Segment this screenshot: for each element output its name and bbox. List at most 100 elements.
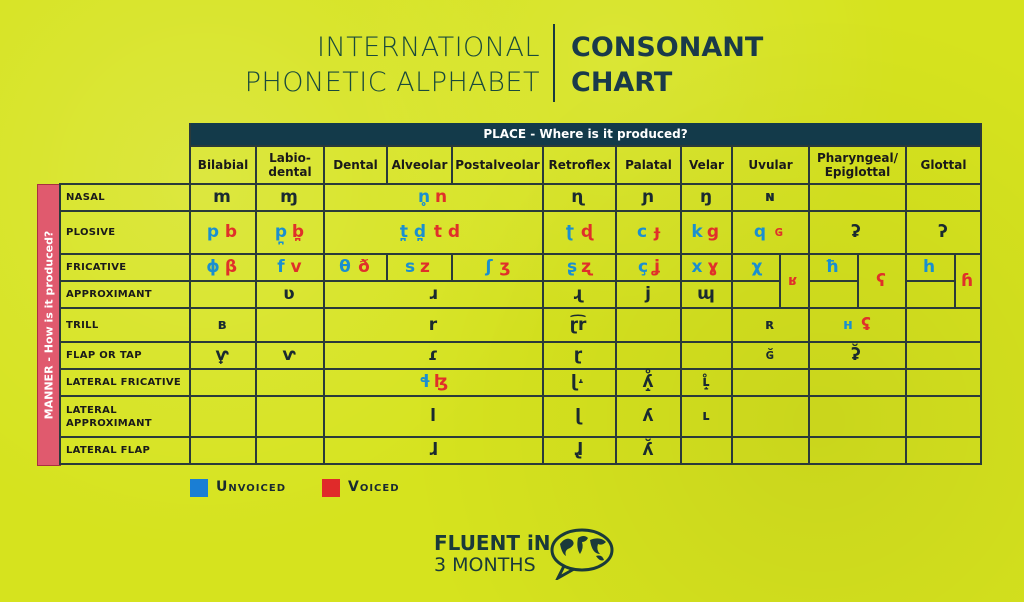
ipa-symbol: ʀ (765, 317, 775, 333)
ipa-symbol: z (420, 257, 430, 277)
ipa-symbol: ⱱ̟ (215, 345, 229, 365)
col-retroflex: Retroflex (548, 158, 611, 172)
ipa-symbol: ɾ (427, 345, 439, 365)
legend-voiced-label: Voiced (348, 479, 400, 495)
ipa-symbol: ʎ̝̊ (642, 372, 654, 392)
ipa-symbol: ɢ̆ (765, 347, 775, 363)
ipa-symbol: ɰ (697, 284, 715, 304)
legend-voiced-swatch (322, 479, 340, 497)
ipa-symbol: q (753, 222, 767, 242)
ipa-symbol: h (922, 257, 936, 277)
title-line-2: PHONETIC ALPHABET (244, 67, 540, 98)
ipa-symbol: ʜ (843, 317, 853, 333)
ipa-symbol: ʃ (485, 257, 493, 277)
title-right: CONSONANT CHART (571, 30, 763, 100)
col-labiodental: Labio- dental (268, 151, 312, 179)
place-header: PLACE - Where is it produced? (189, 123, 982, 145)
col-postalveolar: Postalveolar (455, 158, 540, 172)
globe-speech-icon (550, 528, 614, 580)
ipa-symbol: c (636, 222, 648, 242)
ipa-symbol: ɬ (419, 372, 431, 392)
ipa-symbol: ħ (825, 257, 839, 277)
ipa-symbol: f (277, 257, 285, 277)
title-divider (553, 24, 555, 102)
col-glottal: Glottal (920, 158, 967, 172)
row-plosive: PLOSIVE (66, 227, 116, 238)
col-pharyngeal: Pharyngeal/ Epiglottal (816, 151, 899, 179)
ipa-symbol: ɳ (571, 187, 585, 207)
legend-unvoiced-label: Unvoiced (216, 479, 286, 495)
ipa-symbol: ʋ (283, 284, 295, 304)
ipa-symbol: l (430, 406, 436, 426)
ipa-symbol: ɢ (774, 224, 784, 240)
ipa-symbol: n̥ (417, 187, 431, 207)
title-line-3: CONSONANT (571, 32, 764, 63)
ipa-symbol: ʢ (861, 315, 871, 335)
ipa-symbol: g (706, 222, 720, 242)
row-approximant: APPROXIMANT (66, 289, 152, 300)
row-flap: FLAP OR TAP (66, 350, 142, 361)
ipa-symbol: r (428, 315, 438, 335)
ipa-symbol: ɽ (573, 345, 583, 365)
ipa-symbol: b̪ (291, 222, 305, 242)
ipa-symbol: k (691, 222, 703, 242)
title-line-1: INTERNATIONAL (317, 32, 540, 63)
ipa-symbol: ŋ (699, 187, 713, 207)
ipa-symbol: n (434, 187, 448, 207)
row-trill: TRILL (66, 319, 99, 331)
ipa-symbol: ʒ (499, 257, 511, 277)
ipa-symbol: ð (358, 257, 370, 277)
ipa-symbol: ɽ͡r (569, 315, 587, 335)
ipa-symbol: ʟ (702, 408, 710, 424)
ipa-symbol: χ (751, 257, 763, 277)
logo-line-2: 3 MONTHS (434, 554, 536, 576)
ipa-symbol: x (691, 257, 703, 277)
logo-text: FLUENT iN 3 MONTHS (434, 532, 551, 576)
ipa-symbol: ɻ (572, 284, 584, 304)
ipa-symbol: s (404, 257, 416, 277)
col-velar: Velar (689, 158, 724, 172)
ipa-symbol: t d (433, 222, 461, 242)
ipa-symbol: v (290, 257, 302, 277)
ipa-symbol: ɮ (433, 372, 449, 392)
ipa-symbol: ʈ (565, 222, 575, 242)
col-bilabial: Bilabial (197, 158, 249, 172)
title-line-4: CHART (571, 67, 673, 98)
ipa-symbol: ʙ (217, 317, 227, 333)
logo-line-1: FLUENT iN (434, 531, 551, 555)
col-dental: Dental (333, 158, 378, 172)
ipa-symbol: ɺ̢ (573, 440, 583, 460)
ipa-symbol: p̪ (274, 222, 288, 242)
ipa-symbol: j (645, 284, 651, 304)
ipa-symbol: p (206, 222, 220, 242)
legend-unvoiced-swatch (190, 479, 208, 497)
manner-label: MANNER - How is it produced? (42, 230, 56, 420)
row-nasal: NASAL (66, 192, 105, 203)
ipa-symbol: ʝ (654, 257, 660, 277)
row-lateral-fricative: LATERAL FRICATIVE (66, 377, 182, 388)
ipa-symbol: ʎ̆ (642, 440, 654, 460)
ipa-symbol: ɲ (641, 187, 655, 207)
ipa-symbol: ɴ (765, 189, 775, 205)
ipa-symbol: ɦ (960, 271, 974, 291)
ipa-symbol: ʟ̝̊ (702, 374, 710, 390)
ipa-symbol: ɭ (575, 406, 581, 426)
ipa-symbol: t̪ d̪ (399, 222, 427, 242)
manner-header: MANNER - How is it produced? (37, 184, 61, 466)
ipa-symbol: ʕ (876, 271, 886, 291)
ipa-symbol: ʂ (566, 257, 578, 277)
ipa-symbol: ɸ (206, 257, 220, 277)
col-uvular: Uvular (748, 158, 793, 172)
ipa-symbol: m (213, 187, 231, 207)
row-fricative: FRICATIVE (66, 262, 127, 273)
ipa-symbol: ɹ (428, 284, 438, 304)
ipa-symbol: ʔ (938, 222, 948, 242)
ipa-symbol: ʡ̆ (851, 345, 861, 365)
ipa-symbol: β (224, 257, 238, 277)
ipa-symbol: ʡ (851, 222, 861, 242)
ipa-symbol: ɟ (654, 222, 660, 242)
col-palatal: Palatal (625, 158, 672, 172)
ipa-symbol: ⱱ (282, 345, 296, 365)
title-left: INTERNATIONAL PHONETIC ALPHABET (220, 30, 540, 100)
